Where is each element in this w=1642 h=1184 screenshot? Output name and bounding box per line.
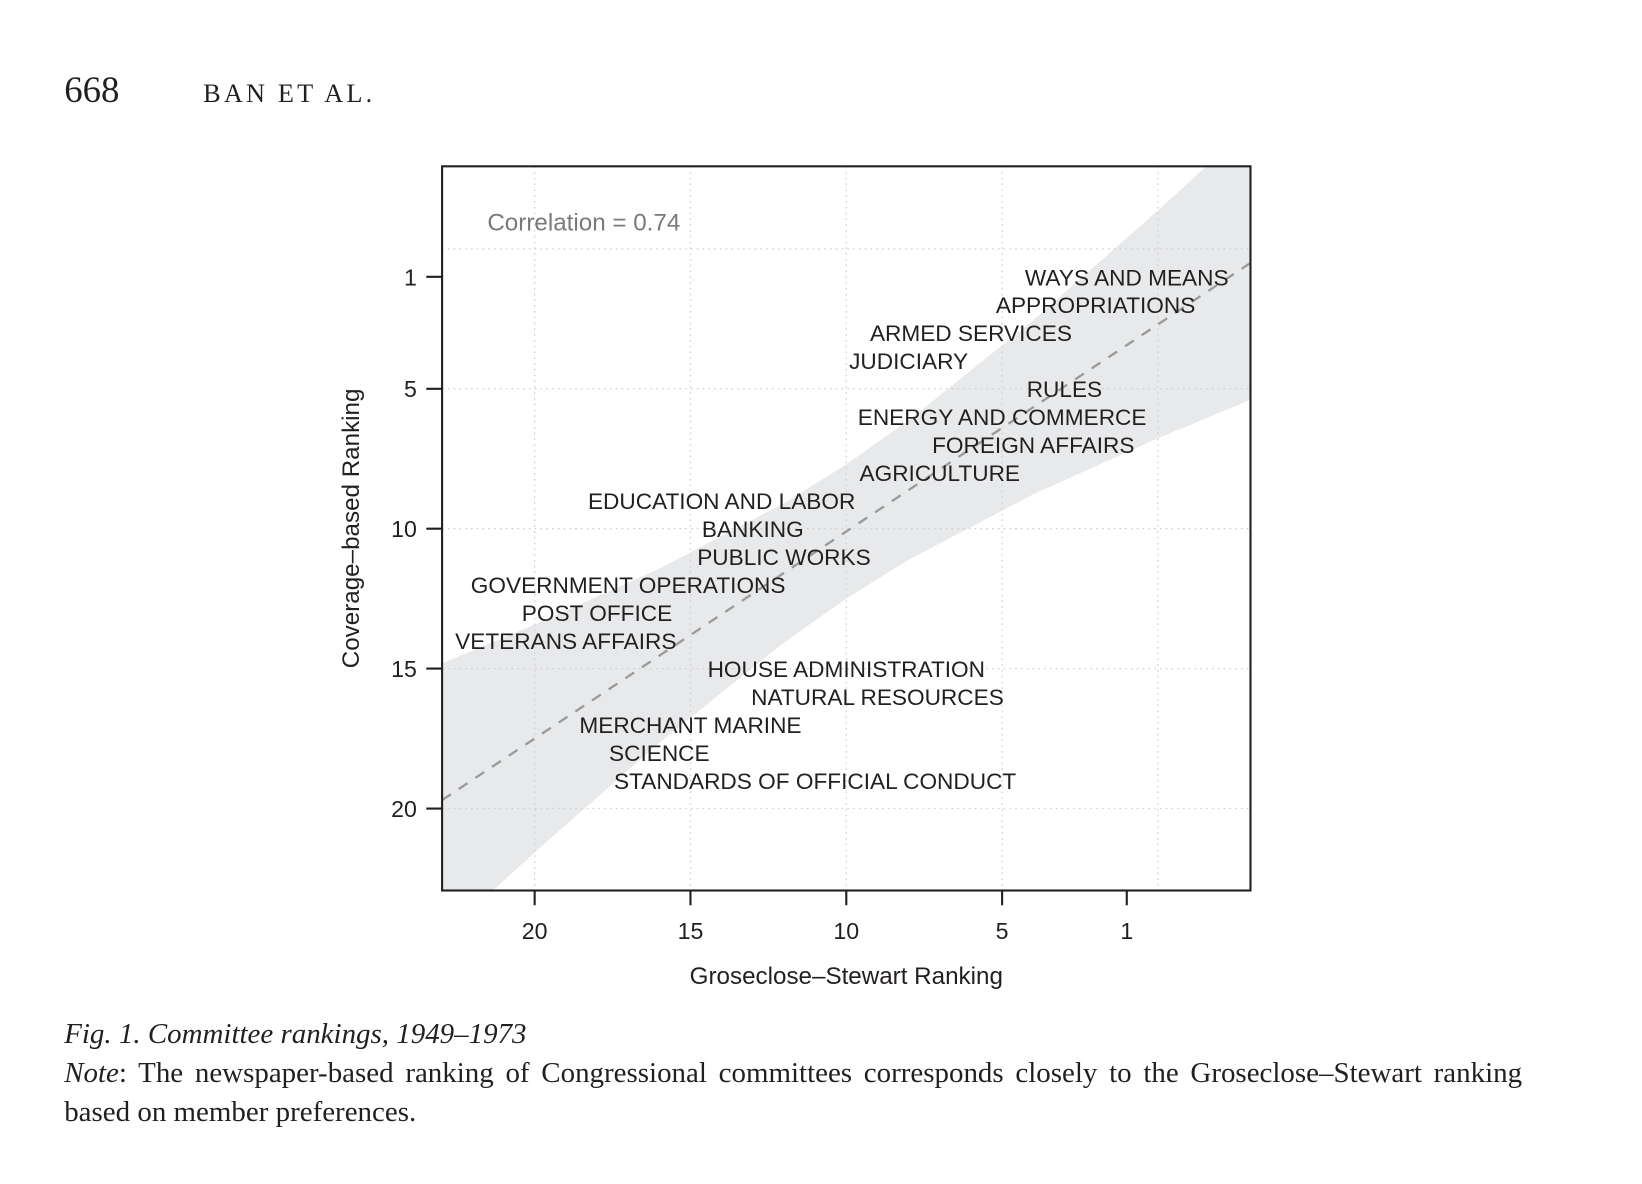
point-label: PUBLIC WORKS: [697, 545, 871, 570]
point-label: ENERGY AND COMMERCE: [858, 405, 1147, 430]
point-label: ARMED SERVICES: [870, 321, 1072, 346]
point-label: HOUSE ADMINISTRATION: [708, 657, 985, 682]
confidence-band: [442, 166, 1251, 891]
page-number: 668: [64, 69, 120, 111]
point-label: BANKING: [702, 517, 804, 542]
caption-title: Fig. 1. Committee rankings, 1949–1973: [64, 1016, 527, 1050]
point-label: EDUCATION AND LABOR: [588, 489, 855, 514]
y-tick-label: 5: [404, 376, 417, 402]
x-tick-label: 20: [522, 918, 548, 944]
point-label: VETERANS AFFAIRS: [455, 629, 676, 654]
confidence-band-layer: [442, 166, 1251, 891]
point-label: RULES: [1027, 377, 1102, 402]
x-tick-label: 15: [678, 918, 704, 944]
x-tick-label: 1: [1120, 918, 1133, 944]
running-head: BAN ET AL.: [203, 79, 376, 109]
y-tick-label: 1: [404, 264, 417, 290]
point-label: SCIENCE: [609, 741, 710, 766]
point-label: FOREIGN AFFAIRS: [932, 433, 1134, 458]
point-label: MERCHANT MARINE: [579, 713, 801, 738]
point-label: POST OFFICE: [522, 601, 672, 626]
y-tick-label: 15: [391, 656, 417, 682]
x-tick-label: 5: [996, 918, 1009, 944]
point-labels: WAYS AND MEANS APPROPRIATIONS ARMED SERVIC…: [455, 265, 1228, 794]
point-label: JUDICIARY: [849, 349, 968, 374]
point-label: GOVERNMENT OPERATIONS: [471, 573, 786, 598]
x-axis-title: Groseclose–Stewart Ranking: [690, 963, 1003, 990]
caption-note: Note: The newspaper-based ranking of Con…: [64, 1053, 1522, 1131]
grid-layer: [442, 166, 1251, 891]
point-label: STANDARDS OF OFFICIAL CONDUCT: [614, 769, 1016, 794]
y-axis-title: Coverage–based Ranking: [338, 389, 365, 669]
y-tick-label: 20: [391, 796, 417, 822]
y-tick-label: 10: [391, 516, 417, 542]
figure-caption: Fig. 1. Committee rankings, 1949–1973 No…: [64, 1014, 1522, 1131]
fit-line-layer: [442, 261, 1251, 802]
point-label: AGRICULTURE: [860, 461, 1021, 486]
note-text: : The newspaper-based ranking of Congres…: [64, 1055, 1523, 1128]
point-label: NATURAL RESOURCES: [751, 685, 1004, 710]
correlation-annotation: Correlation = 0.74: [487, 210, 680, 237]
fit-line: [442, 261, 1251, 802]
note-label: Note: [64, 1055, 119, 1089]
x-tick-label: 10: [833, 918, 859, 944]
point-label: APPROPRIATIONS: [996, 293, 1195, 318]
point-label: WAYS AND MEANS: [1025, 265, 1229, 290]
